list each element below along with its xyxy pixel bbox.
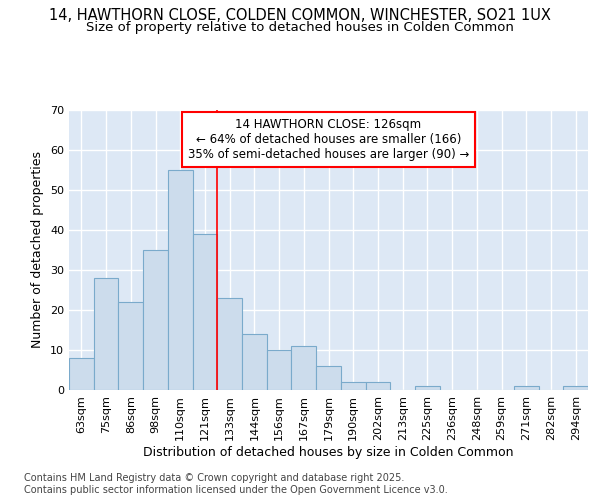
Bar bbox=[316, 366, 341, 390]
Text: Size of property relative to detached houses in Colden Common: Size of property relative to detached ho… bbox=[86, 21, 514, 34]
Bar bbox=[563, 386, 588, 390]
Bar bbox=[168, 170, 193, 390]
Bar bbox=[143, 250, 168, 390]
Text: 14, HAWTHORN CLOSE, COLDEN COMMON, WINCHESTER, SO21 1UX: 14, HAWTHORN CLOSE, COLDEN COMMON, WINCH… bbox=[49, 8, 551, 22]
Text: Contains HM Land Registry data © Crown copyright and database right 2025.
Contai: Contains HM Land Registry data © Crown c… bbox=[24, 474, 448, 495]
Bar bbox=[193, 234, 217, 390]
Bar bbox=[69, 358, 94, 390]
X-axis label: Distribution of detached houses by size in Colden Common: Distribution of detached houses by size … bbox=[143, 446, 514, 458]
Bar bbox=[514, 386, 539, 390]
Text: 14 HAWTHORN CLOSE: 126sqm
← 64% of detached houses are smaller (166)
35% of semi: 14 HAWTHORN CLOSE: 126sqm ← 64% of detac… bbox=[188, 118, 469, 162]
Bar bbox=[118, 302, 143, 390]
Bar bbox=[217, 298, 242, 390]
Bar bbox=[365, 382, 390, 390]
Bar bbox=[94, 278, 118, 390]
Bar bbox=[242, 334, 267, 390]
Y-axis label: Number of detached properties: Number of detached properties bbox=[31, 152, 44, 348]
Bar bbox=[415, 386, 440, 390]
Bar bbox=[292, 346, 316, 390]
Bar bbox=[341, 382, 365, 390]
Bar bbox=[267, 350, 292, 390]
